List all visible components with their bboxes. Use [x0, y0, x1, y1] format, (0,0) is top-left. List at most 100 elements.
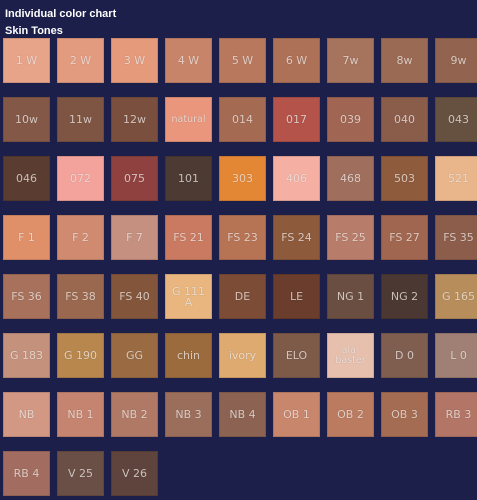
swatch-label: G 183 [9, 349, 44, 362]
color-swatch[interactable]: FS 25 [327, 215, 374, 260]
color-swatch[interactable]: FS 24 [273, 215, 320, 260]
swatch-label: OB 1 [283, 408, 310, 421]
color-swatch[interactable]: NG 1 [327, 274, 374, 319]
swatch-label: L 0 [450, 349, 467, 362]
color-swatch[interactable]: chin [165, 333, 212, 378]
color-swatch[interactable]: FS 35 [435, 215, 477, 260]
color-swatch[interactable]: F 2 [57, 215, 104, 260]
swatch-label: 6 W [285, 54, 308, 67]
color-swatch[interactable]: 039 [327, 97, 374, 142]
swatch-label: 101 [178, 172, 199, 185]
swatch-label: 7w [342, 54, 359, 67]
swatch-label: 040 [394, 113, 415, 126]
color-swatch[interactable]: FS 27 [381, 215, 428, 260]
swatch-label: FS 24 [281, 231, 312, 244]
color-swatch[interactable]: 303 [219, 156, 266, 201]
color-swatch[interactable]: 3 W [111, 38, 158, 83]
color-swatch[interactable]: 014 [219, 97, 266, 142]
color-swatch[interactable]: V 26 [111, 451, 158, 496]
color-swatch[interactable]: 101 [165, 156, 212, 201]
color-swatch[interactable]: G 165 [435, 274, 477, 319]
swatch-label: FS 36 [11, 290, 42, 303]
swatch-label: NG 1 [336, 290, 365, 303]
color-swatch[interactable]: G 190 [57, 333, 104, 378]
color-swatch[interactable]: L 0 [435, 333, 477, 378]
color-swatch[interactable]: NB 4 [219, 392, 266, 437]
swatch-label: 11w [69, 113, 92, 126]
color-swatch[interactable]: GG [111, 333, 158, 378]
color-swatch[interactable]: 10w [3, 97, 50, 142]
color-swatch[interactable]: 406 [273, 156, 320, 201]
color-swatch[interactable]: 8w [381, 38, 428, 83]
color-swatch[interactable]: 521 [435, 156, 477, 201]
swatch-label: NB 1 [67, 408, 94, 421]
swatch-label: 8w [396, 54, 413, 67]
color-swatch[interactable]: 075 [111, 156, 158, 201]
color-swatch[interactable]: 503 [381, 156, 428, 201]
color-swatch[interactable]: DE [219, 274, 266, 319]
color-swatch[interactable]: 040 [381, 97, 428, 142]
color-swatch[interactable]: F 7 [111, 215, 158, 260]
swatch-label: 014 [232, 113, 253, 126]
color-swatch[interactable]: V 25 [57, 451, 104, 496]
color-swatch[interactable]: natural [165, 97, 212, 142]
swatch-label: G 190 [63, 349, 98, 362]
color-swatch[interactable]: F 1 [3, 215, 50, 260]
swatch-label: G 111 A [171, 284, 206, 309]
section-subtitle: Skin Tones [5, 25, 63, 37]
color-swatch[interactable]: ELO [273, 333, 320, 378]
swatch-label: RB 4 [13, 467, 40, 480]
swatch-label: V 25 [67, 467, 94, 480]
swatch-label: OB 2 [337, 408, 364, 421]
color-swatch[interactable]: LE [273, 274, 320, 319]
color-swatch[interactable]: 6 W [273, 38, 320, 83]
color-swatch[interactable]: RB 3 [435, 392, 477, 437]
swatch-label: NB 4 [229, 408, 256, 421]
color-swatch[interactable]: ivory [219, 333, 266, 378]
swatch-label: FS 40 [119, 290, 150, 303]
color-swatch[interactable]: 4 W [165, 38, 212, 83]
color-swatch[interactable]: 043 [435, 97, 477, 142]
color-swatch[interactable]: NB 1 [57, 392, 104, 437]
swatch-label: DE [234, 290, 251, 303]
color-swatch[interactable]: OB 1 [273, 392, 320, 437]
color-swatch[interactable]: RB 4 [3, 451, 50, 496]
color-swatch[interactable]: FS 36 [3, 274, 50, 319]
color-swatch[interactable]: 072 [57, 156, 104, 201]
color-swatch[interactable]: 2 W [57, 38, 104, 83]
color-swatch[interactable]: G 183 [3, 333, 50, 378]
color-swatch[interactable]: D 0 [381, 333, 428, 378]
color-swatch[interactable]: 468 [327, 156, 374, 201]
color-swatch[interactable]: NG 2 [381, 274, 428, 319]
swatch-label: 12w [123, 113, 146, 126]
color-swatch[interactable]: OB 2 [327, 392, 374, 437]
color-swatch[interactable]: NB [3, 392, 50, 437]
color-swatch[interactable]: FS 23 [219, 215, 266, 260]
color-swatch[interactable]: NB 2 [111, 392, 158, 437]
swatch-label: 1 W [15, 54, 38, 67]
swatch-label: LE [289, 290, 304, 303]
color-swatch[interactable]: FS 38 [57, 274, 104, 319]
color-swatch[interactable]: 5 W [219, 38, 266, 83]
swatch-label: 075 [124, 172, 145, 185]
swatch-label: V 26 [121, 467, 148, 480]
color-swatch[interactable]: G 111 A [165, 274, 212, 319]
color-swatch[interactable]: 1 W [3, 38, 50, 83]
swatch-label: 4 W [177, 54, 200, 67]
color-swatch[interactable]: NB 3 [165, 392, 212, 437]
color-swatch[interactable]: 046 [3, 156, 50, 201]
color-swatch[interactable]: 017 [273, 97, 320, 142]
color-swatch[interactable]: FS 21 [165, 215, 212, 260]
swatch-label: 503 [394, 172, 415, 185]
color-swatch[interactable]: 7w [327, 38, 374, 83]
color-swatch[interactable]: 9w [435, 38, 477, 83]
color-swatch[interactable]: FS 40 [111, 274, 158, 319]
swatch-label: ivory [228, 349, 257, 362]
swatch-label: 406 [286, 172, 307, 185]
color-swatch[interactable]: ala- baster [327, 333, 374, 378]
color-swatch[interactable]: OB 3 [381, 392, 428, 437]
swatch-label: 9w [450, 54, 467, 67]
color-swatch[interactable]: 11w [57, 97, 104, 142]
swatch-label: NB 2 [121, 408, 148, 421]
color-swatch[interactable]: 12w [111, 97, 158, 142]
